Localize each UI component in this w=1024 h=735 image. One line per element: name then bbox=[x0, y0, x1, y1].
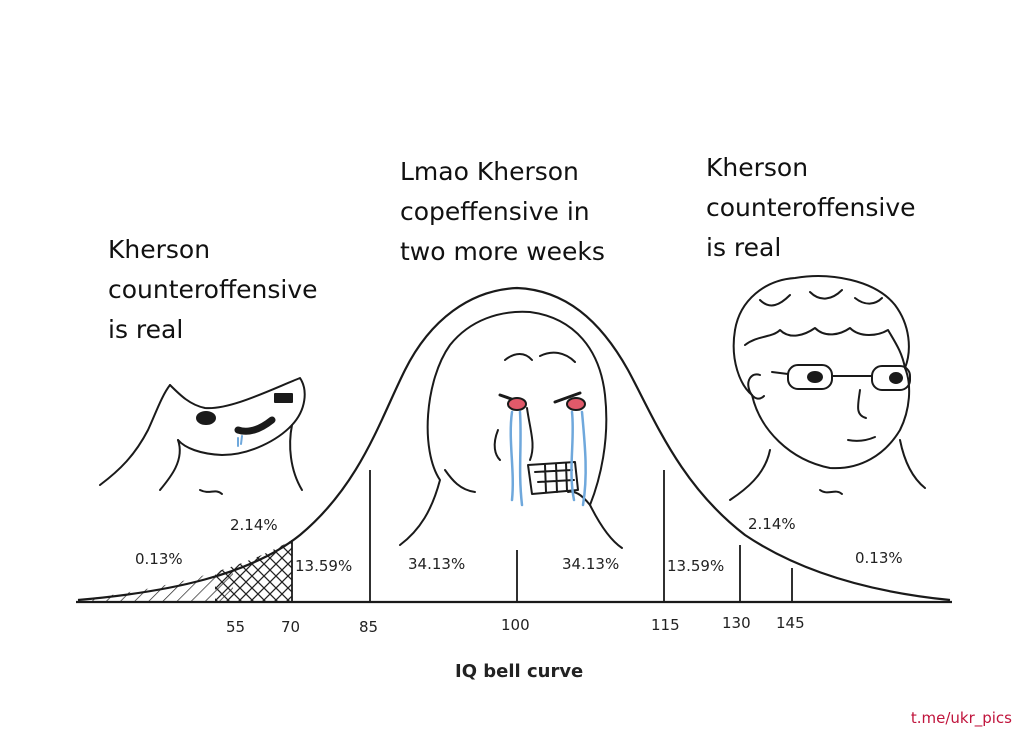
pct-label-7: 0.13% bbox=[855, 549, 903, 567]
caption-left-line-2: counteroffensive bbox=[108, 275, 318, 304]
tick-label-70: 70 bbox=[281, 618, 300, 636]
pct-label-6: 2.14% bbox=[748, 515, 796, 533]
pct-label-2: 13.59% bbox=[295, 557, 352, 575]
tick-label-130: 130 bbox=[722, 614, 751, 632]
pct-label-1: 2.14% bbox=[230, 516, 278, 534]
caption-left: Kherson counteroffensive is real bbox=[108, 230, 318, 350]
caption-right-line-3: is real bbox=[706, 233, 782, 262]
tick-label-100: 100 bbox=[501, 616, 530, 634]
pct-label-3: 34.13% bbox=[408, 555, 465, 573]
caption-middle: Lmao Kherson copeffensive in two more we… bbox=[400, 152, 605, 272]
pct-label-0: 0.13% bbox=[135, 550, 183, 568]
caption-middle-line-1: Lmao Kherson bbox=[400, 157, 579, 186]
x-axis-title: IQ bell curve bbox=[455, 661, 583, 682]
caption-right-line-1: Kherson bbox=[706, 153, 809, 182]
pct-label-4: 34.13% bbox=[562, 555, 619, 573]
tick-label-115: 115 bbox=[651, 616, 680, 634]
crying-wojak-icon bbox=[399, 310, 623, 549]
watermark-text: t.me/ukr_pics bbox=[910, 709, 1012, 727]
tick-label-55: 55 bbox=[226, 618, 245, 636]
caption-left-line-3: is real bbox=[108, 315, 184, 344]
caption-middle-line-3: two more weeks bbox=[400, 237, 605, 266]
sd-dividers bbox=[291, 470, 793, 602]
pct-label-5: 13.59% bbox=[667, 557, 724, 575]
caption-right: Kherson counteroffensive is real bbox=[706, 148, 916, 268]
caption-middle-line-2: copeffensive in bbox=[400, 197, 590, 226]
tick-label-145: 145 bbox=[776, 614, 805, 632]
glasses-wojak-icon bbox=[729, 275, 926, 501]
caption-right-line-2: counteroffensive bbox=[706, 193, 916, 222]
wojak-brainlet-icon bbox=[99, 377, 306, 495]
bell-curve-line bbox=[77, 286, 951, 602]
caption-left-line-1: Kherson bbox=[108, 235, 211, 264]
tick-label-85: 85 bbox=[359, 618, 378, 636]
